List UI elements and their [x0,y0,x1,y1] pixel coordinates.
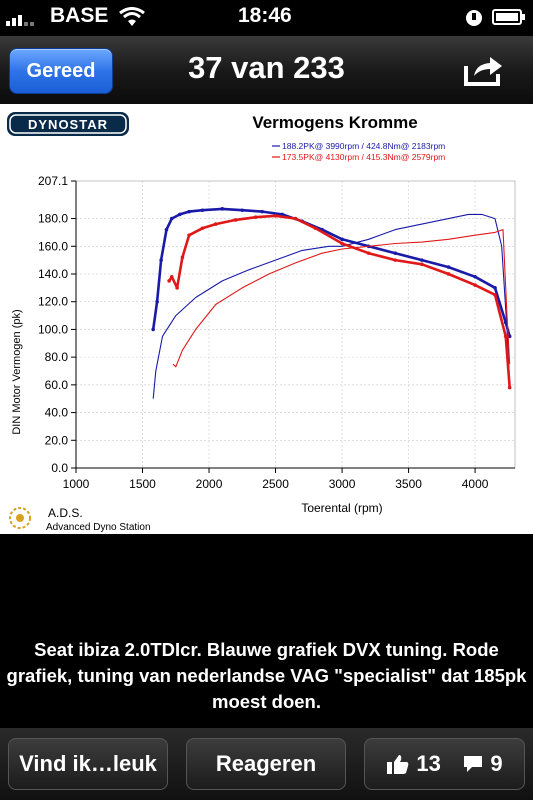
carrier-name: BASE [50,4,109,27]
x-tick-label: 3500 [395,477,422,491]
plot-area [75,180,516,469]
y-tick-label: 80.0 [45,350,69,364]
footer-logo-text: A.D.S. [48,506,83,520]
data-point-red [420,262,424,267]
bottom-toolbar: Vind ik…leuk Reageren 13 9 [0,728,533,800]
dyno-chart-image: DYNOSTAR Vermogens Kromme 188.2PK@ 3990r… [0,104,533,534]
data-point-blue [446,265,451,269]
y-tick-label: 160.0 [38,239,68,253]
y-tick-label: 0.0 [51,461,68,475]
data-point-red [200,226,205,231]
wifi-icon [119,7,145,26]
data-point-blue [473,274,477,279]
data-point-blue [159,258,163,262]
x-tick-label: 2000 [196,477,223,491]
logo-text: DYNOSTAR [28,117,108,132]
data-point-red [503,334,508,339]
data-point-red [167,279,171,283]
series-line-red-torque [172,229,511,368]
data-point-red [293,216,298,221]
x-tick-label: 3000 [329,477,356,491]
data-point-red [169,274,174,279]
footer-subtext: Advanced Dyno Station [46,522,151,533]
data-point-red [507,385,512,390]
data-point-blue [420,258,424,262]
comment-button[interactable]: Reageren [186,738,346,790]
data-point-blue [187,209,191,214]
battery-icon [492,9,525,25]
data-point-blue [164,227,169,232]
y-tick-label: 207.1 [38,174,68,188]
data-point-blue [493,286,497,290]
likes-count: 13 [416,751,441,776]
data-point-red [180,255,185,260]
dyno-chart: DYNOSTAR Vermogens Kromme 188.2PK@ 3990r… [7,112,516,533]
thumbs-up-icon [387,755,409,774]
data-point-blue [393,251,398,256]
x-tick-label: 1000 [63,477,90,491]
photo-caption: Seat ibiza 2.0TDIcr. Blauwe grafiek DVX … [6,639,527,712]
y-tick-label: 100.0 [38,322,68,336]
data-point-red [233,218,238,222]
y-tick-label: 60.0 [45,378,69,392]
data-point-red [446,272,451,276]
legend-entry-red: 173.5PK@ 4130rpm / 415.3Nm@ 2579rpm [282,152,445,162]
x-tick-label: 4000 [462,477,489,491]
page-title: 37 van 233 [188,50,345,85]
data-point-red [273,213,278,218]
lock-rotation-icon [466,10,482,26]
data-point-red [393,258,398,262]
data-point-blue [200,208,205,213]
data-point-blue [151,327,155,332]
x-tick-label: 2500 [262,477,289,491]
y-tick-label: 120.0 [38,295,68,309]
stats-button[interactable]: 13 9 [364,738,525,790]
data-point-blue [340,237,344,242]
data-point-red [313,226,318,231]
data-point-red [473,283,477,287]
y-axis-label: DIN Motor Vermogen (pk) [11,309,23,434]
series-line-blue-torque [152,213,511,399]
data-point-red [175,286,179,290]
like-button[interactable]: Vind ik…leuk [8,738,168,790]
navigation-bar: Gereed 37 van 233 [0,36,533,104]
data-point-red [340,241,344,246]
data-point-blue [260,209,265,214]
data-point-red [366,251,371,256]
clock: 18:46 [238,4,292,27]
data-point-red [493,292,497,297]
signal-icon [6,15,34,26]
data-point-blue [177,212,182,217]
y-tick-label: 40.0 [45,406,69,420]
data-point-red [213,222,218,226]
y-tick-label: 20.0 [45,433,69,447]
data-point-red [187,233,191,237]
dynostar-logo: DYNOSTAR [7,112,129,136]
y-tick-label: 140.0 [38,267,68,281]
data-point-blue [169,216,174,221]
data-point-blue [240,208,245,213]
x-axis-label: Toerental (rpm) [301,501,382,515]
data-point-blue [280,212,284,217]
comment-icon [464,756,483,772]
data-point-blue [155,299,159,304]
y-tick-label: 180.0 [38,212,68,226]
x-tick-label: 1500 [129,477,156,491]
comments-count: 9 [490,751,503,776]
status-bar: BASE 18:46 [0,0,533,36]
legend-entry-blue: 188.2PK@ 3990rpm / 424.8Nm@ 2183rpm [282,141,445,151]
done-button[interactable]: Gereed [9,48,113,94]
chart-title: Vermogens Kromme [252,113,417,132]
ads-logo-icon [9,507,31,529]
data-point-red [253,215,258,219]
data-point-blue [507,334,512,339]
data-point-blue [220,207,225,211]
share-icon[interactable] [462,52,506,88]
